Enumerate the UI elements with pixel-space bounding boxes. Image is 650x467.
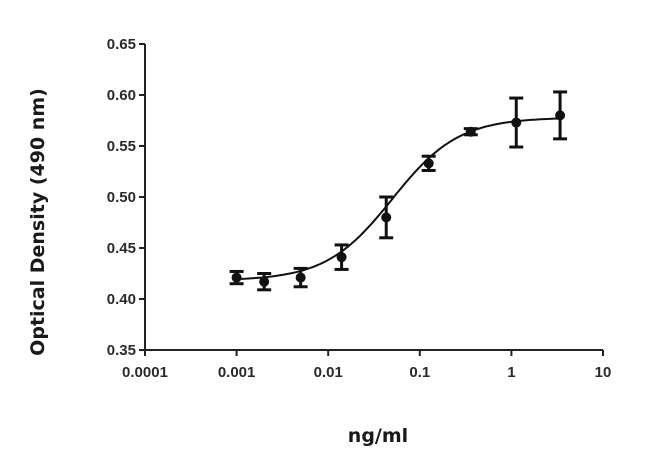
data-point	[379, 195, 394, 240]
data-point	[421, 154, 436, 172]
x-tick-label: 0.0001	[122, 364, 168, 381]
x-tick-label: 10	[595, 364, 612, 381]
fit-curve	[236, 117, 561, 281]
marker	[381, 212, 392, 223]
x-axis: 0.0001 0.001 0.01 0.1 1 10	[122, 349, 612, 381]
data-point	[229, 269, 244, 286]
data-point	[257, 272, 272, 292]
y-tick-label: 0.35	[107, 342, 136, 359]
y-tick-label: 0.60	[107, 87, 136, 104]
y-tick-label: 0.65	[107, 36, 136, 53]
fit-line	[236, 117, 561, 281]
marker	[295, 272, 306, 283]
x-tick-label: 0.1	[409, 364, 430, 381]
y-axis-title: Optical Density (490 nm)	[27, 88, 49, 356]
x-tick-label: 0.01	[314, 364, 343, 381]
y-tick-label: 0.55	[107, 138, 136, 155]
x-tick-label: 1	[507, 364, 515, 381]
y-tick-label: 0.50	[107, 189, 136, 206]
y-tick-label: 0.40	[107, 291, 136, 308]
data-point	[334, 243, 349, 271]
marker	[259, 276, 270, 287]
marker	[511, 117, 522, 128]
marker	[423, 158, 434, 169]
data-point	[463, 126, 478, 137]
marker	[336, 252, 347, 263]
marker	[555, 110, 566, 121]
y-tick-label: 0.45	[107, 240, 136, 257]
y-axis: 0.35 0.40 0.45 0.50 0.55 0.60 0.65	[107, 36, 146, 359]
data-points	[229, 90, 568, 292]
x-tick-label: 0.001	[218, 364, 256, 381]
data-point	[293, 266, 308, 289]
x-axis-title: ng/ml	[348, 425, 408, 447]
marker	[465, 126, 476, 137]
data-point	[509, 96, 524, 149]
data-point	[553, 90, 568, 141]
marker	[231, 272, 242, 283]
